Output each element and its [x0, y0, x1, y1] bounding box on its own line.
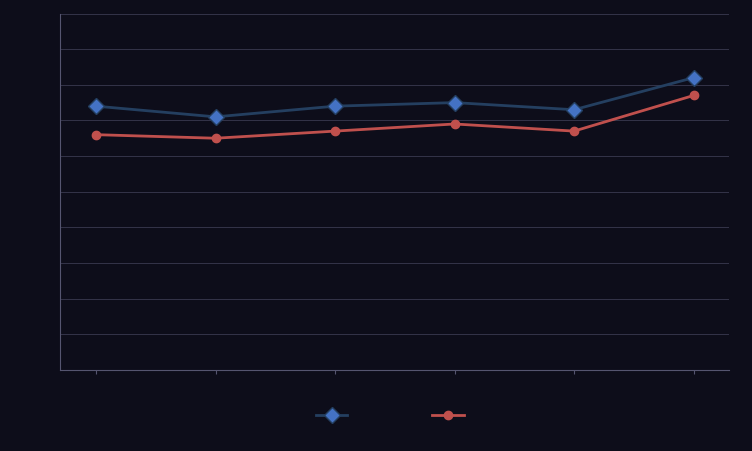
- Legend: , : ,: [311, 405, 478, 428]
